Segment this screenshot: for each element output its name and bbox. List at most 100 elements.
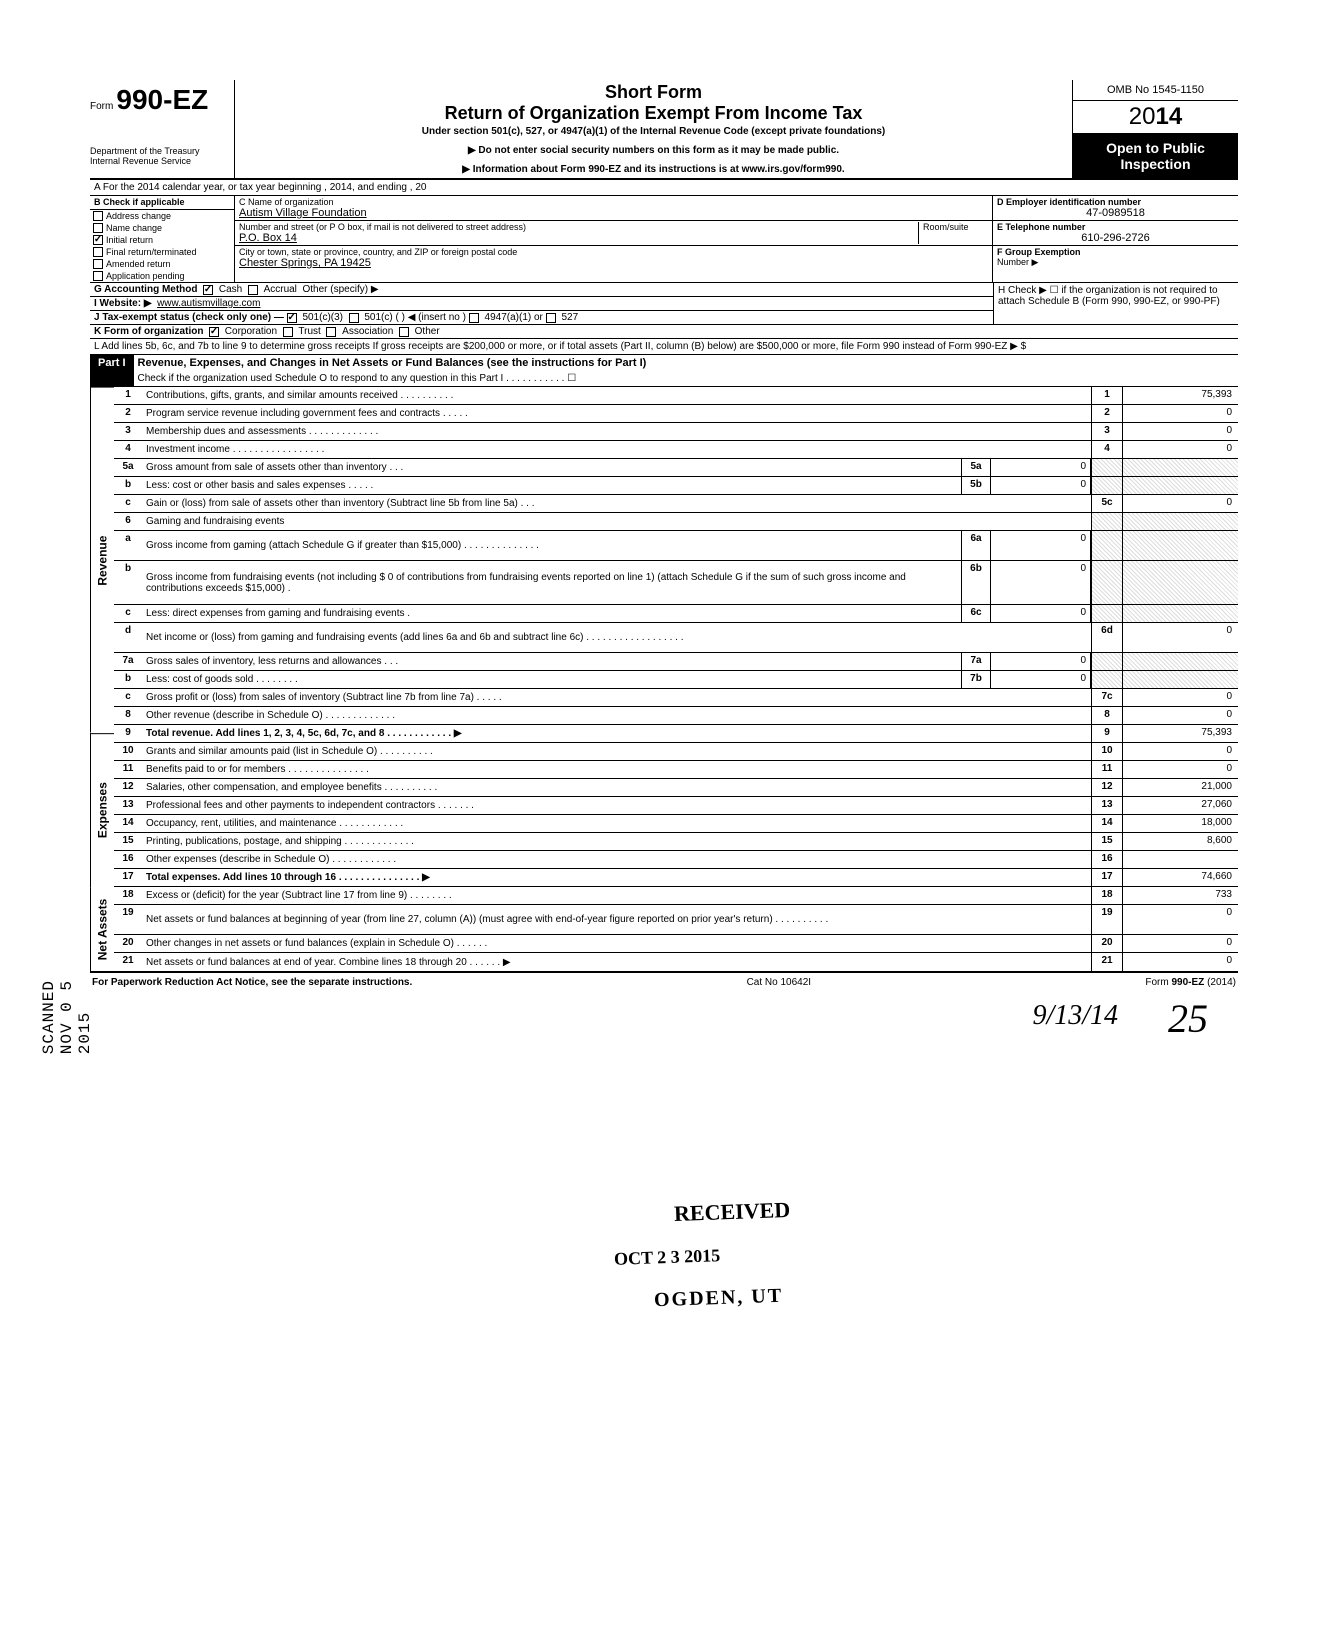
chk-4947[interactable] xyxy=(469,313,479,323)
chk-527[interactable] xyxy=(546,313,556,323)
line-6a: aGross income from gaming (attach Schedu… xyxy=(114,531,1238,561)
part1-body: Revenue Expenses Net Assets RECEIVED OCT… xyxy=(90,387,1238,973)
omb-number: OMB No 1545-1150 xyxy=(1073,80,1238,101)
form-990ez: SCANNED NOV 0 5 2015 Form 990-EZ Departm… xyxy=(90,80,1238,992)
org-address: P.O. Box 14 xyxy=(239,232,918,244)
signature-num: 25 xyxy=(1168,995,1208,1042)
tel-row: E Telephone number 610-296-2726 xyxy=(993,221,1238,246)
date-stamp: OCT 2 3 2015 xyxy=(614,1245,721,1270)
line-7a: 7aGross sales of inventory, less returns… xyxy=(114,653,1238,671)
line-11: 11Benefits paid to or for members . . . … xyxy=(114,761,1238,779)
footer-center: Cat No 10642I xyxy=(747,977,812,988)
b-label: B Check if applicable xyxy=(90,196,234,210)
lines-body: RECEIVED OCT 2 3 2015 OGDEN, UT 1Contrib… xyxy=(114,387,1238,971)
line-15: 15Printing, publications, postage, and s… xyxy=(114,833,1238,851)
col-def: D Employer identification number 47-0989… xyxy=(993,196,1238,282)
received-stamp: RECEIVED xyxy=(674,1197,791,1227)
line-5a: 5aGross amount from sale of assets other… xyxy=(114,459,1238,477)
short-form-title: Short Form xyxy=(243,82,1064,103)
chk-trust[interactable] xyxy=(283,327,293,337)
line-18: 18Excess or (deficit) for the year (Subt… xyxy=(114,887,1238,905)
chk-accrual[interactable] xyxy=(248,285,258,295)
org-addr-row: Number and street (or P O box, if mail i… xyxy=(235,221,992,246)
ogden-stamp: OGDEN, UT xyxy=(654,1285,784,1312)
form-label: Form xyxy=(90,101,113,112)
chk-501c[interactable] xyxy=(349,313,359,323)
footer-left: For Paperwork Reduction Act Notice, see … xyxy=(92,977,412,988)
line-5b: bLess: cost or other basis and sales exp… xyxy=(114,477,1238,495)
row-a-calendar-year: A For the 2014 calendar year, or tax yea… xyxy=(90,180,1238,196)
line-14: 14Occupancy, rent, utilities, and mainte… xyxy=(114,815,1238,833)
part1-title: Revenue, Expenses, and Changes in Net As… xyxy=(134,355,1238,371)
line-10: 10Grants and similar amounts paid (list … xyxy=(114,743,1238,761)
chk-other-org[interactable] xyxy=(399,327,409,337)
line-6c: cLess: direct expenses from gaming and f… xyxy=(114,605,1238,623)
chk-association[interactable] xyxy=(326,327,336,337)
part1-header-row: Part I Revenue, Expenses, and Changes in… xyxy=(90,355,1238,387)
chk-app-pending[interactable]: Application pending xyxy=(90,270,234,282)
line-5c: cGain or (loss) from sale of assets othe… xyxy=(114,495,1238,513)
line-9: 9Total revenue. Add lines 1, 2, 3, 4, 5c… xyxy=(114,725,1238,743)
line-6d: dNet income or (loss) from gaming and fu… xyxy=(114,623,1238,653)
subtitle: Under section 501(c), 527, or 4947(a)(1)… xyxy=(243,126,1064,137)
open-public: Open to Public Inspection xyxy=(1073,134,1238,178)
line-19: 19Net assets or fund balances at beginni… xyxy=(114,905,1238,935)
line-17: 17Total expenses. Add lines 10 through 1… xyxy=(114,869,1238,887)
chk-amended[interactable]: Amended return xyxy=(90,258,234,270)
row-k-form-org: K Form of organization Corporation Trust… xyxy=(90,325,1238,339)
row-g-accounting: G Accounting Method Cash Accrual Other (… xyxy=(90,283,993,297)
line-8: 8Other revenue (describe in Schedule O) … xyxy=(114,707,1238,725)
line-6b: bGross income from fundraising events (n… xyxy=(114,561,1238,605)
row-i-website: I Website: ▶ www.autismvillage.com xyxy=(90,297,993,311)
sidebar-netassets: Net Assets xyxy=(90,887,114,971)
header-center: Short Form Return of Organization Exempt… xyxy=(235,80,1073,178)
chk-corporation[interactable] xyxy=(209,327,219,337)
row-j-tax-status: J Tax-exempt status (check only one) — 5… xyxy=(90,311,993,324)
part1-check-line: Check if the organization used Schedule … xyxy=(134,371,1238,386)
chk-501c3[interactable] xyxy=(287,313,297,323)
form-header: Form 990-EZ Department of the Treasury I… xyxy=(90,80,1238,180)
info-link: ▶ Information about Form 990-EZ and its … xyxy=(243,164,1064,175)
dept-treasury: Department of the Treasury xyxy=(90,116,228,156)
return-title: Return of Organization Exempt From Incom… xyxy=(243,103,1064,124)
sidebar-revenue: Revenue xyxy=(90,387,114,733)
header-right: OMB No 1545-1150 2014 Open to Public Ins… xyxy=(1073,80,1238,178)
line-2: 2Program service revenue including gover… xyxy=(114,405,1238,423)
footer: For Paperwork Reduction Act Notice, see … xyxy=(90,973,1238,992)
col-b-checkboxes: B Check if applicable Address change Nam… xyxy=(90,196,235,282)
sidebar-expenses: Expenses xyxy=(90,733,114,887)
chk-cash[interactable] xyxy=(203,285,213,295)
line-7b: bLess: cost of goods sold . . . . . . . … xyxy=(114,671,1238,689)
line-1: 1Contributions, gifts, grants, and simil… xyxy=(114,387,1238,405)
line-21: 21Net assets or fund balances at end of … xyxy=(114,953,1238,971)
sidebar-labels: Revenue Expenses Net Assets xyxy=(90,387,114,971)
line-20: 20Other changes in net assets or fund ba… xyxy=(114,935,1238,953)
scanned-stamp: SCANNED NOV 0 5 2015 xyxy=(40,980,94,1054)
row-h-schedule-b: H Check ▶ ☐ if the organization is not r… xyxy=(993,283,1238,324)
chk-name-change[interactable]: Name change xyxy=(90,222,234,234)
ein-row: D Employer identification number 47-0989… xyxy=(993,196,1238,221)
chk-address-change[interactable]: Address change xyxy=(90,210,234,222)
group-exempt-row: F Group Exemption Number ▶ xyxy=(993,246,1238,269)
form-number: 990-EZ xyxy=(116,84,208,115)
org-city-row: City or town, state or province, country… xyxy=(235,246,992,270)
line-7c: cGross profit or (loss) from sales of in… xyxy=(114,689,1238,707)
chk-final-return[interactable]: Final return/terminated xyxy=(90,246,234,258)
line-3: 3Membership dues and assessments . . . .… xyxy=(114,423,1238,441)
chk-initial-return[interactable]: Initial return xyxy=(90,234,234,246)
tax-year: 2014 xyxy=(1073,101,1238,134)
org-name-row: C Name of organization Autism Village Fo… xyxy=(235,196,992,221)
dept-irs: Internal Revenue Service xyxy=(90,156,228,166)
website-value: www.autismvillage.com xyxy=(157,298,260,309)
signature-date: 9/13/14 xyxy=(1032,1000,1118,1032)
section-bcdef: B Check if applicable Address change Nam… xyxy=(90,196,1238,283)
header-left: Form 990-EZ Department of the Treasury I… xyxy=(90,80,235,178)
tel-value: 610-296-2726 xyxy=(997,232,1234,244)
line-4: 4Investment income . . . . . . . . . . .… xyxy=(114,441,1238,459)
org-name: Autism Village Foundation xyxy=(239,207,988,219)
footer-right: Form 990-EZ (2014) xyxy=(1145,977,1236,988)
col-c-org-info: C Name of organization Autism Village Fo… xyxy=(235,196,993,282)
ssn-warning: ▶ Do not enter social security numbers o… xyxy=(243,145,1064,156)
line-16: 16Other expenses (describe in Schedule O… xyxy=(114,851,1238,869)
row-l-gross-receipts: L Add lines 5b, 6c, and 7b to line 9 to … xyxy=(90,339,1238,355)
